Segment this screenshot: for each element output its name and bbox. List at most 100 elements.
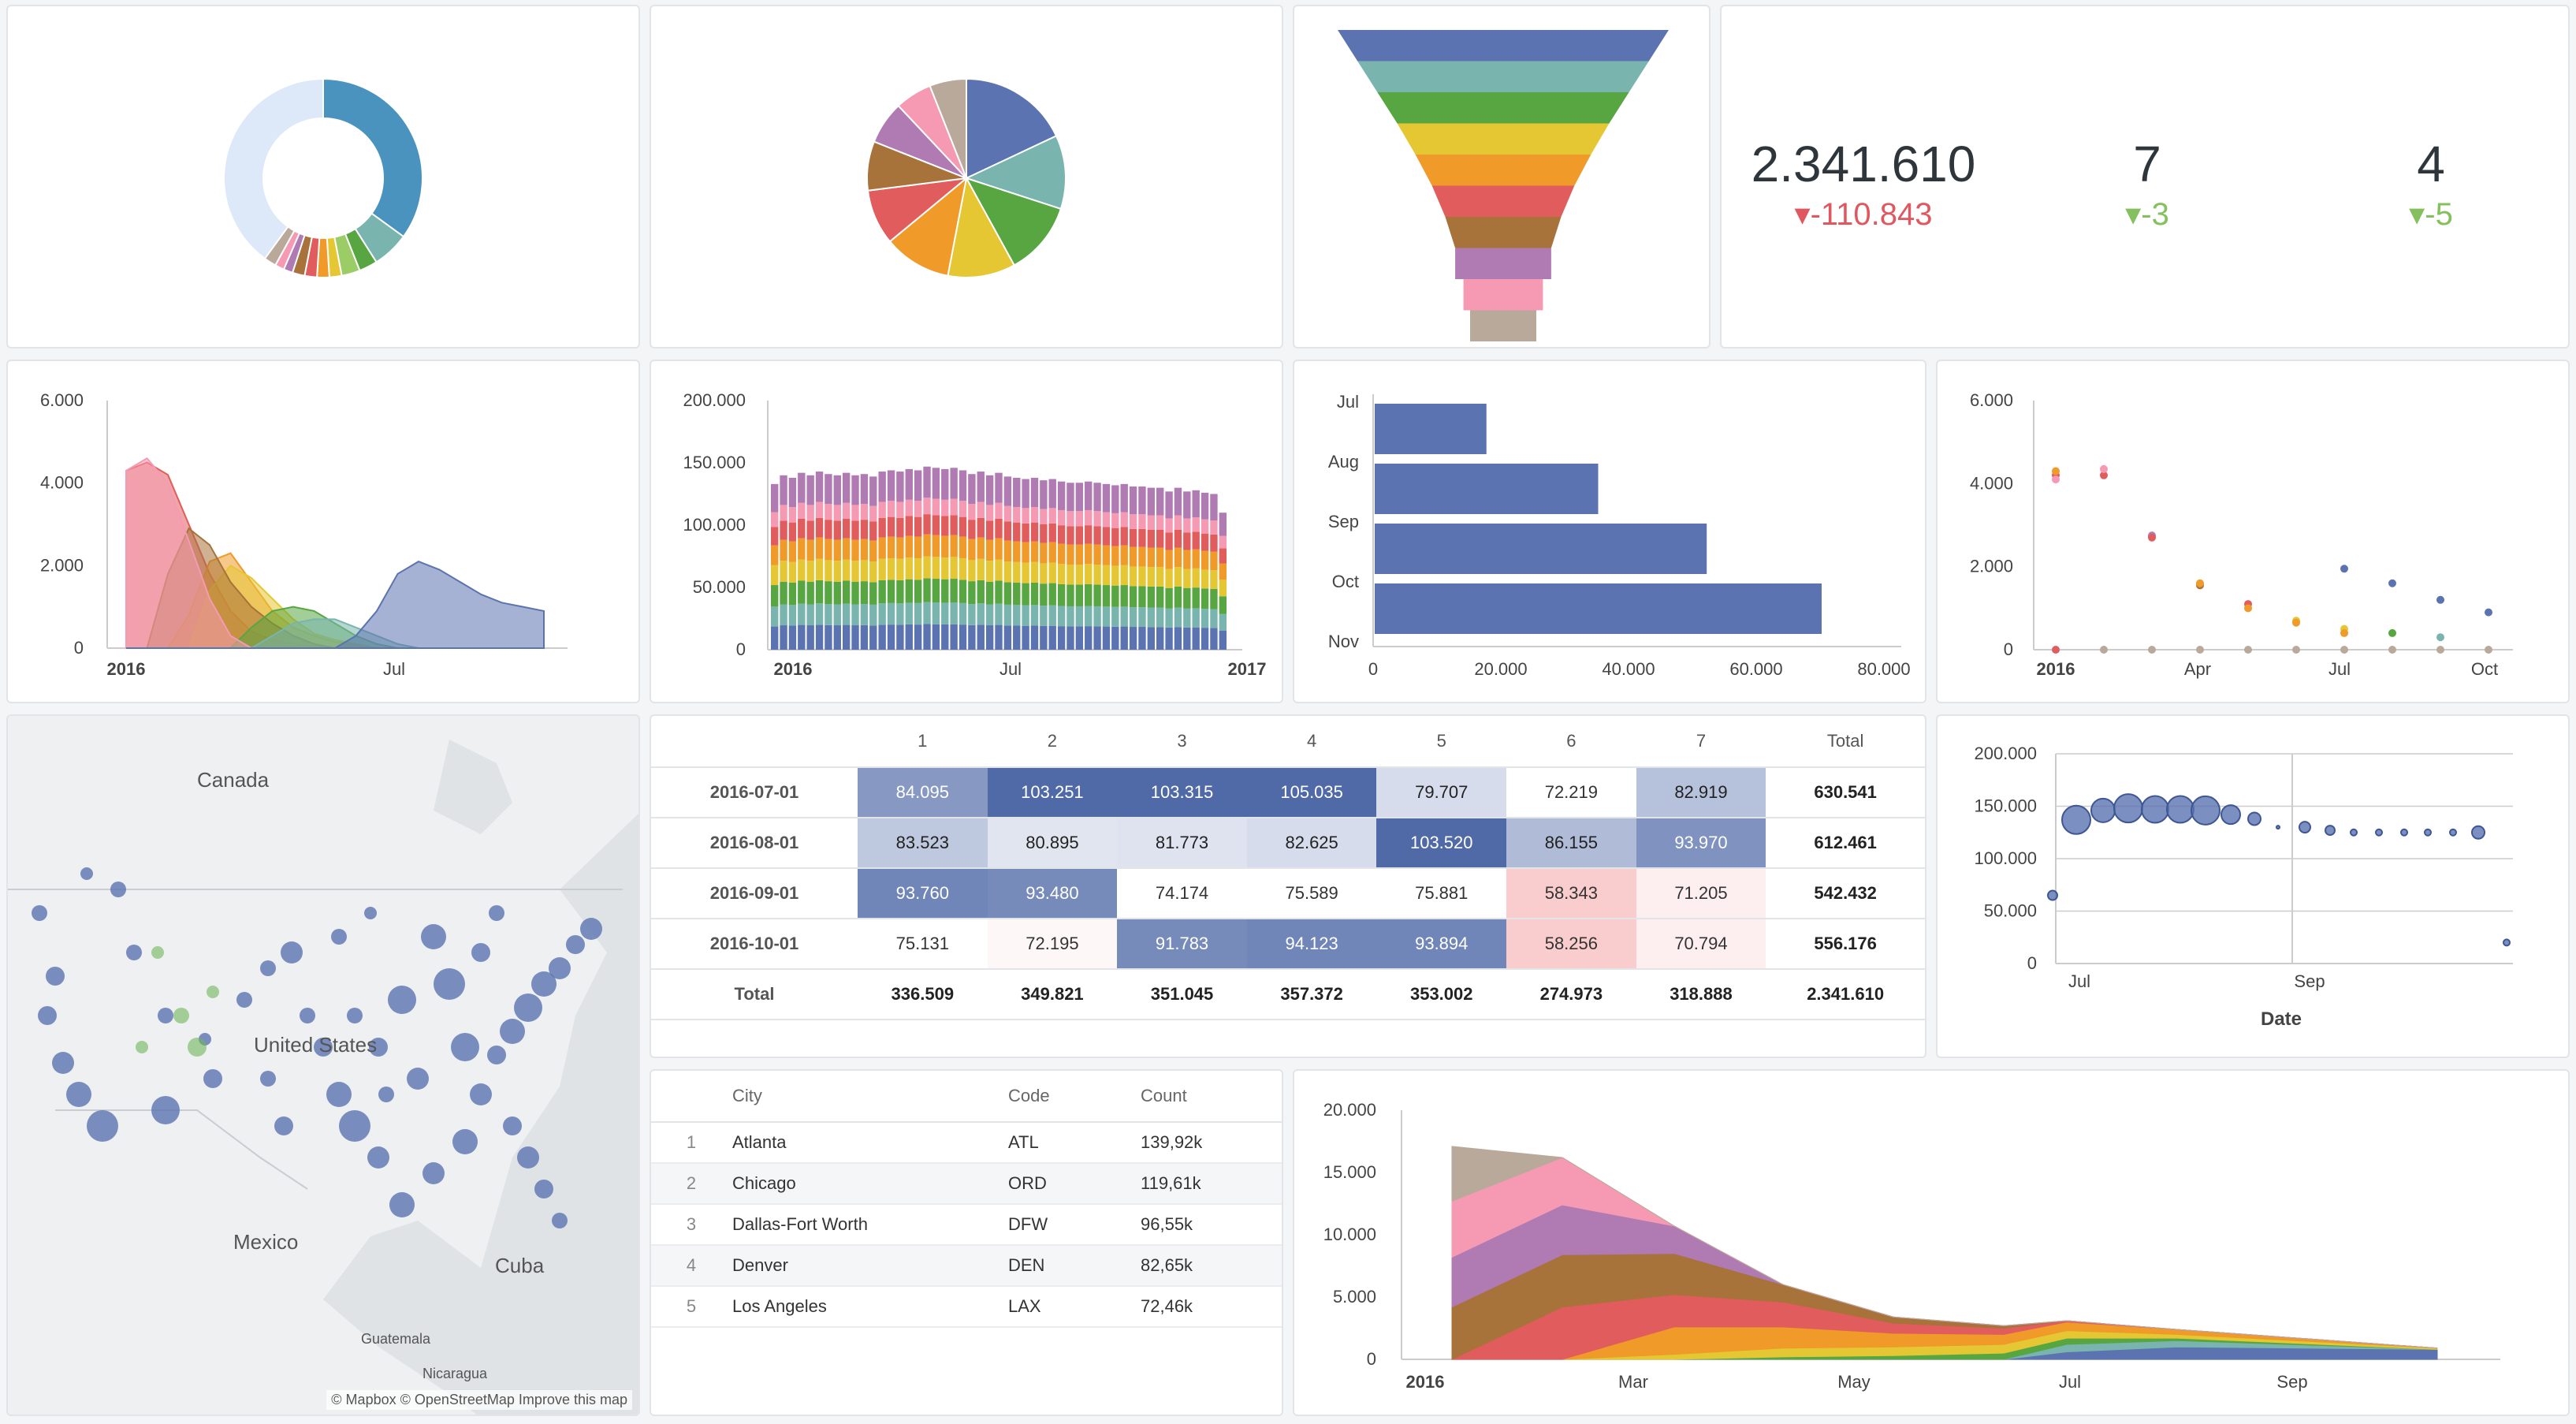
bar-segment bbox=[1067, 526, 1074, 545]
caret-down-icon: ▾ bbox=[2409, 197, 2425, 232]
bar-segment bbox=[950, 624, 958, 650]
bar-segment bbox=[887, 580, 895, 603]
bar-segment bbox=[1040, 625, 1048, 650]
pivot-cell: 72.195 bbox=[987, 919, 1118, 970]
map-panel[interactable]: Canada United States Mexico Cuba Guatema… bbox=[6, 714, 640, 1416]
code-cell: ORD bbox=[1007, 1163, 1140, 1205]
bar-segment bbox=[977, 624, 985, 650]
bar-segment bbox=[995, 472, 1003, 503]
bar-segment bbox=[887, 602, 895, 625]
y-tick-label: 10.000 bbox=[1323, 1225, 1376, 1244]
funnel-segment bbox=[1415, 155, 1591, 186]
bar-segment bbox=[959, 516, 967, 537]
pivot-row[interactable]: 2016-10-01 75.131 72.195 91.783 94.123 93.894… bbox=[651, 919, 1925, 970]
bar-segment bbox=[851, 475, 859, 505]
pivot-totals-label: Total bbox=[651, 969, 858, 1020]
scatter-point bbox=[2100, 646, 2108, 654]
table-row[interactable]: 5 Los Angeles LAX 72,46k bbox=[651, 1286, 1282, 1328]
bar-segment bbox=[932, 468, 940, 499]
table-row[interactable]: 3 Dallas-Fort Worth DFW 96,55k bbox=[651, 1204, 1282, 1246]
bar-segment bbox=[1219, 513, 1227, 536]
pivot-column-total: 349.821 bbox=[987, 969, 1118, 1020]
bar-segment bbox=[977, 537, 985, 559]
pivot-row-total: 612.461 bbox=[1766, 818, 1925, 869]
y-tick-label: 6.000 bbox=[40, 390, 84, 410]
pivot-header-row: 1 2 3 4 5 6 7 Total bbox=[651, 716, 1925, 768]
bubble-point bbox=[2090, 797, 2116, 823]
pivot-header[interactable]: 5 bbox=[1376, 716, 1507, 768]
column-header-code[interactable]: Code bbox=[1007, 1071, 1140, 1123]
y-tick-label: 50.000 bbox=[693, 577, 746, 597]
bar-segment bbox=[798, 502, 806, 519]
bar-segment bbox=[878, 603, 886, 625]
bar-segment bbox=[887, 470, 895, 501]
bar-segment bbox=[833, 520, 841, 540]
bar-segment bbox=[1165, 587, 1173, 609]
column-header-city[interactable]: City bbox=[731, 1071, 1007, 1123]
map-pin bbox=[452, 1129, 478, 1154]
big-number-change: ▾-5 bbox=[2313, 196, 2549, 233]
bubble-point bbox=[2503, 938, 2511, 947]
bar-segment bbox=[1174, 567, 1182, 587]
bar-segment bbox=[959, 624, 967, 650]
pivot-header[interactable]: 1 bbox=[858, 716, 988, 768]
bar-segment bbox=[1210, 570, 1218, 589]
bar-segment bbox=[1067, 606, 1074, 627]
y-tick-label: Jul bbox=[1337, 392, 1359, 412]
bar-segment bbox=[896, 603, 904, 625]
count-cell: 119,61k bbox=[1140, 1163, 1282, 1205]
bar-segment bbox=[1138, 486, 1146, 515]
pivot-header[interactable]: 6 bbox=[1506, 716, 1636, 768]
pivot-cell: 103.315 bbox=[1117, 767, 1247, 818]
pivot-header[interactable]: Total bbox=[1766, 716, 1925, 768]
pivot-row[interactable]: 2016-07-01 84.095 103.251 103.315 105.035 79.… bbox=[651, 767, 1925, 818]
scatter-point bbox=[2436, 595, 2444, 604]
bar-segment bbox=[1013, 605, 1021, 626]
y-tick-label: Aug bbox=[1328, 452, 1359, 472]
bar-segment bbox=[932, 557, 940, 580]
bar-segment bbox=[780, 539, 787, 561]
table-row[interactable]: 4 Denver DEN 82,65k bbox=[651, 1245, 1282, 1287]
bubble-chart-panel: 200.000 150.000 100.000 50.000 0 Jul Sep Date bbox=[1936, 714, 2570, 1058]
bar-segment bbox=[914, 602, 922, 625]
bar-segment bbox=[1120, 626, 1128, 650]
bar-segment bbox=[1129, 486, 1137, 515]
column-header-count[interactable]: Count bbox=[1140, 1071, 1282, 1123]
y-tick-label: 100.000 bbox=[683, 515, 746, 535]
bar-segment bbox=[1040, 480, 1048, 509]
map-pin bbox=[531, 971, 557, 997]
table-row[interactable]: 2 Chicago ORD 119,61k bbox=[651, 1163, 1282, 1205]
pivot-header[interactable]: 4 bbox=[1246, 716, 1377, 768]
pivot-header[interactable] bbox=[651, 716, 858, 768]
bar-segment bbox=[941, 602, 949, 624]
table-row[interactable]: 1 Atlanta ATL 139,92k bbox=[651, 1122, 1282, 1164]
code-cell: ATL bbox=[1007, 1122, 1140, 1164]
column-header-index[interactable] bbox=[651, 1071, 731, 1123]
pivot-row[interactable]: 2016-08-01 83.523 80.895 81.773 82.625 103.52… bbox=[651, 818, 1925, 869]
bar-segment bbox=[959, 536, 967, 558]
funnel-segment bbox=[1357, 61, 1649, 92]
y-tick-label: Oct bbox=[1332, 572, 1359, 591]
map-attribution[interactable]: © Mapbox © OpenStreetMap Improve this ma… bbox=[326, 1390, 632, 1410]
bar-segment bbox=[815, 472, 824, 502]
bar-segment bbox=[1147, 515, 1156, 531]
y-tick-label: 0 bbox=[2027, 953, 2037, 973]
bar-segment bbox=[1003, 625, 1012, 650]
bar-segment bbox=[1102, 545, 1111, 565]
bar-segment bbox=[1165, 568, 1173, 588]
bar-segment bbox=[914, 557, 922, 580]
bar-segment bbox=[1093, 626, 1101, 650]
bar-segment bbox=[771, 626, 779, 650]
pivot-header[interactable]: 2 bbox=[987, 716, 1118, 768]
scatter-point bbox=[2052, 467, 2060, 475]
code-cell: DEN bbox=[1007, 1245, 1140, 1287]
pivot-row[interactable]: 2016-09-01 93.760 93.480 74.174 75.589 75.881… bbox=[651, 868, 1925, 919]
scatter-point bbox=[2292, 618, 2300, 627]
map-pin bbox=[423, 1162, 445, 1184]
bar-segment bbox=[851, 625, 859, 650]
pin-map[interactable] bbox=[8, 716, 638, 1415]
pivot-header[interactable]: 3 bbox=[1117, 716, 1247, 768]
x-tick-label: Jul bbox=[2328, 659, 2351, 679]
bar-segment bbox=[1057, 543, 1066, 565]
pivot-header[interactable]: 7 bbox=[1636, 716, 1766, 768]
